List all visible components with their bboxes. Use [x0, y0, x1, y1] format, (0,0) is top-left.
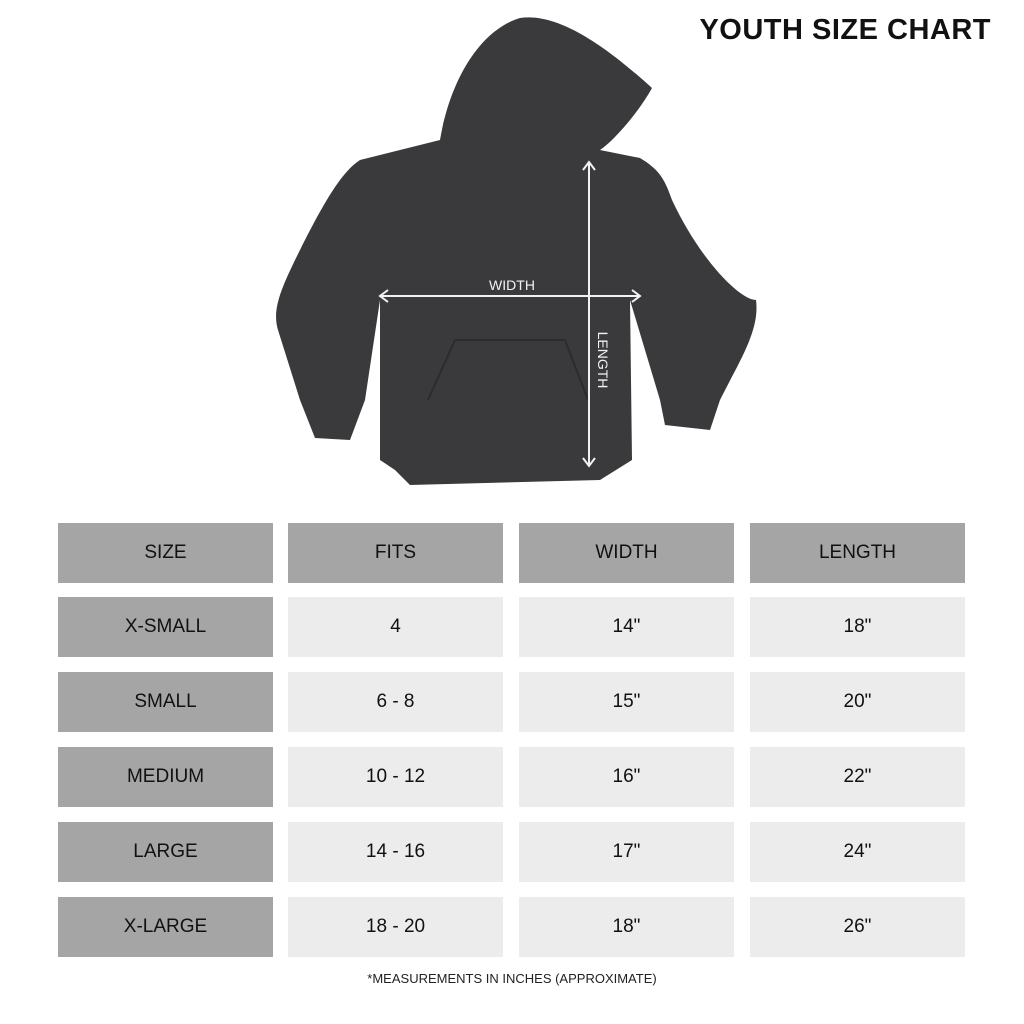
- row-fits: 10 - 12: [288, 747, 503, 807]
- width-arrow: [378, 289, 642, 303]
- row-width: 16": [519, 747, 734, 807]
- row-fits: 18 - 20: [288, 897, 503, 957]
- header-width: WIDTH: [519, 523, 734, 583]
- row-size: MEDIUM: [58, 747, 273, 807]
- page-title: YOUTH SIZE CHART: [699, 14, 991, 46]
- row-size: SMALL: [58, 672, 273, 732]
- header-fits: FITS: [288, 523, 503, 583]
- row-fits: 6 - 8: [288, 672, 503, 732]
- row-length: 22": [750, 747, 965, 807]
- row-width: 14": [519, 597, 734, 657]
- row-length: 18": [750, 597, 965, 657]
- header-size: SIZE: [58, 523, 273, 583]
- row-length: 24": [750, 822, 965, 882]
- footnote: *MEASUREMENTS IN INCHES (APPROXIMATE): [367, 971, 657, 986]
- row-size: X-SMALL: [58, 597, 273, 657]
- row-width: 15": [519, 672, 734, 732]
- row-fits: 4: [288, 597, 503, 657]
- row-fits: 14 - 16: [288, 822, 503, 882]
- hoodie-pocket: [427, 339, 589, 401]
- hoodie-diagram: WIDTH LENGTH: [276, 17, 757, 486]
- row-length: 20": [750, 672, 965, 732]
- row-width: 18": [519, 897, 734, 957]
- row-length: 26": [750, 897, 965, 957]
- row-size: X-LARGE: [58, 897, 273, 957]
- length-arrow: [582, 160, 596, 468]
- length-label: LENGTH: [595, 332, 611, 389]
- header-length: LENGTH: [750, 523, 965, 583]
- row-width: 17": [519, 822, 734, 882]
- row-size: LARGE: [58, 822, 273, 882]
- hoodie-image: [276, 17, 757, 486]
- width-label: WIDTH: [489, 277, 535, 293]
